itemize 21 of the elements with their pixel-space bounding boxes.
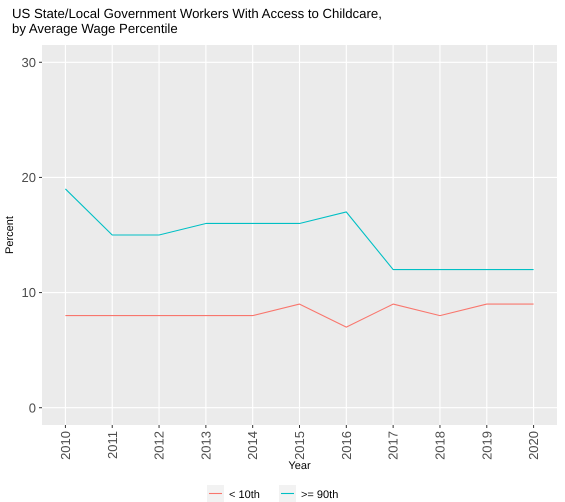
x-tick-label: 2011 (104, 431, 120, 459)
x-tick-label: 2015 (292, 431, 308, 460)
legend-label: < 10th (229, 488, 260, 501)
chart-title: US State/Local Government Workers With Access to Childcare, by Average Wage Percentile (12, 6, 382, 36)
x-tick-label: 2017 (386, 431, 401, 460)
y-tick-label: 10 (22, 285, 36, 300)
x-axis-title: Year (288, 460, 311, 472)
x-tick-label: 2010 (58, 431, 73, 460)
y-tick-label: 30 (22, 54, 36, 70)
y-tick-label: 0 (28, 400, 36, 416)
x-tick-label: 2012 (152, 431, 167, 460)
x-tick-label: 2020 (526, 431, 542, 460)
x-tick-label: 2013 (198, 431, 214, 460)
x-tick-label: 2018 (432, 431, 448, 460)
legend-label: >= 90th (301, 488, 338, 501)
y-tick-label: 20 (22, 170, 36, 185)
x-tick-label: 2019 (479, 431, 494, 460)
line-series (64, 188, 534, 270)
x-tick-label: 2014 (245, 431, 260, 460)
x-tick-label: 2016 (338, 431, 354, 460)
y-axis-title: Percent (4, 216, 16, 254)
